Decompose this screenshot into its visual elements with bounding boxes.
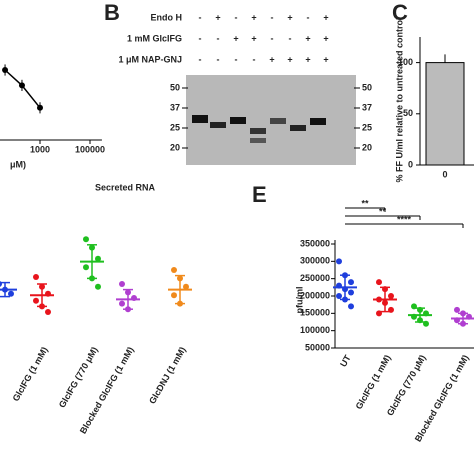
x-tick-label: 0	[442, 169, 447, 179]
x-tick-label: UT	[338, 353, 353, 369]
gel-sign: +	[323, 33, 328, 43]
gel-sign: -	[289, 33, 292, 43]
point	[183, 283, 189, 290]
gel-sign: -	[271, 33, 274, 43]
panel-label: E	[252, 182, 267, 207]
gel-sign: -	[217, 54, 220, 64]
y-tick-label: 100	[398, 57, 413, 67]
x-tick-label: GlcIFG (1 mM)	[11, 345, 50, 403]
gel-sign: +	[287, 12, 292, 22]
y-tick-label: 350000	[300, 238, 330, 248]
point	[376, 279, 382, 286]
point	[45, 309, 51, 315]
marker-label: 20	[362, 142, 372, 152]
gel-sign: +	[305, 54, 310, 64]
y-tick-label: 50	[403, 108, 413, 118]
marker-label: 25	[362, 122, 372, 132]
bar	[425, 62, 465, 166]
point	[348, 279, 354, 286]
gel-image	[186, 75, 356, 165]
gel-sign: -	[217, 33, 220, 43]
point	[95, 255, 101, 262]
point	[37, 104, 43, 111]
gel-sign: -	[235, 54, 238, 64]
point	[33, 297, 39, 304]
gel-sign: +	[287, 54, 292, 64]
marker-label: 25	[170, 122, 180, 132]
gel-sign: +	[323, 12, 328, 22]
significance: ****	[397, 214, 412, 224]
point	[119, 300, 125, 307]
point	[83, 264, 89, 271]
point	[454, 306, 460, 313]
y-tick-label: 50000	[305, 342, 330, 352]
y-tick-label: 0	[408, 159, 413, 169]
x-tick-label: 1000	[30, 144, 50, 154]
gel-sign: +	[233, 33, 238, 43]
marker-label: 37	[362, 102, 372, 112]
point	[83, 236, 89, 243]
point	[18, 82, 25, 89]
point	[95, 283, 101, 290]
gel-sign: +	[215, 12, 220, 22]
gel-sign: +	[305, 33, 310, 43]
point	[33, 274, 39, 280]
x-tick-label: GlcIFG (1 mM)	[354, 353, 393, 411]
x-axis-label: μM)	[10, 159, 26, 169]
point	[348, 303, 354, 310]
point	[336, 258, 342, 265]
x-tick-label: GlcDNJ (1 mM)	[147, 345, 188, 405]
x-tick-label: GlcIFG (770 μM)	[385, 353, 428, 417]
point	[119, 281, 125, 287]
gel-sign: -	[235, 12, 238, 22]
gel-sign: -	[199, 54, 202, 64]
point	[348, 289, 354, 296]
marker-label: 50	[170, 82, 180, 92]
x-tick-label: GlcIFG (770 μM)	[57, 345, 100, 409]
x-tick-label: 100000	[75, 144, 105, 154]
marker-label: 50	[362, 82, 372, 92]
panel-label: C	[392, 0, 408, 25]
y-axis-label: pfu/ml	[294, 287, 304, 314]
point	[388, 293, 394, 299]
y-tick-label: 200000	[300, 290, 330, 300]
y-tick-label: 250000	[300, 273, 330, 283]
gel-row-label: 1 mM GlcIFG	[127, 33, 182, 43]
marker-label: 20	[170, 142, 180, 152]
y-tick-label: 100000	[300, 325, 330, 335]
y-axis-label: % FF U/ml relative to untreated control	[394, 17, 404, 182]
point	[336, 293, 342, 299]
panel-label: B	[104, 0, 120, 25]
gel-sign: -	[253, 54, 256, 64]
point	[171, 267, 177, 273]
gel-sign: -	[199, 12, 202, 22]
gel-row-label: Endo H	[151, 12, 183, 22]
marker-label: 37	[170, 102, 180, 112]
chart-title: Secreted RNA	[95, 182, 156, 192]
gel-sign: -	[271, 12, 274, 22]
gel-sign: +	[251, 33, 256, 43]
point	[171, 292, 177, 299]
point	[2, 67, 9, 73]
significance: **	[361, 198, 369, 208]
gel-sign: +	[323, 54, 328, 64]
line	[4, 69, 41, 109]
y-tick-label: 150000	[300, 308, 330, 318]
point	[8, 290, 14, 297]
gel-sign: +	[269, 54, 274, 64]
gel-sign: +	[251, 12, 256, 22]
significance: **	[379, 206, 387, 216]
gel-row-label: 1 μM NAP-GNJ	[118, 54, 182, 64]
y-tick-label: 300000	[300, 256, 330, 266]
gel-sign: -	[307, 12, 310, 22]
gel-sign: -	[199, 33, 202, 43]
